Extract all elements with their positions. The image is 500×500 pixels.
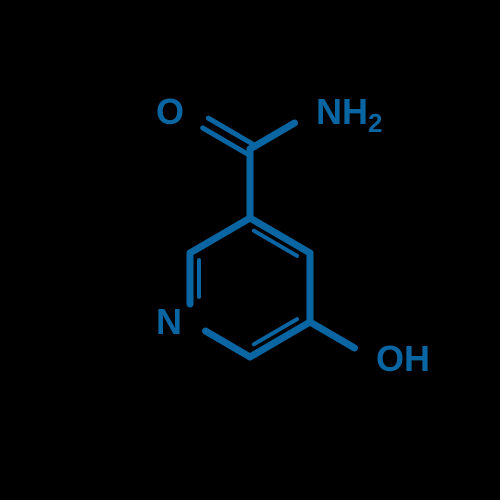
molecule-diagram: N O NH2 OH xyxy=(0,0,500,500)
atom-label: N xyxy=(156,301,182,342)
bond-line xyxy=(310,322,354,348)
bond-line xyxy=(208,118,252,144)
atom-label: OH xyxy=(376,338,430,379)
bond-line xyxy=(250,123,294,149)
atom-label: O xyxy=(156,91,184,132)
bond-line xyxy=(203,128,247,154)
bond-line xyxy=(190,218,250,253)
atom-label: NH2 xyxy=(316,91,382,138)
bond-line xyxy=(206,331,250,357)
